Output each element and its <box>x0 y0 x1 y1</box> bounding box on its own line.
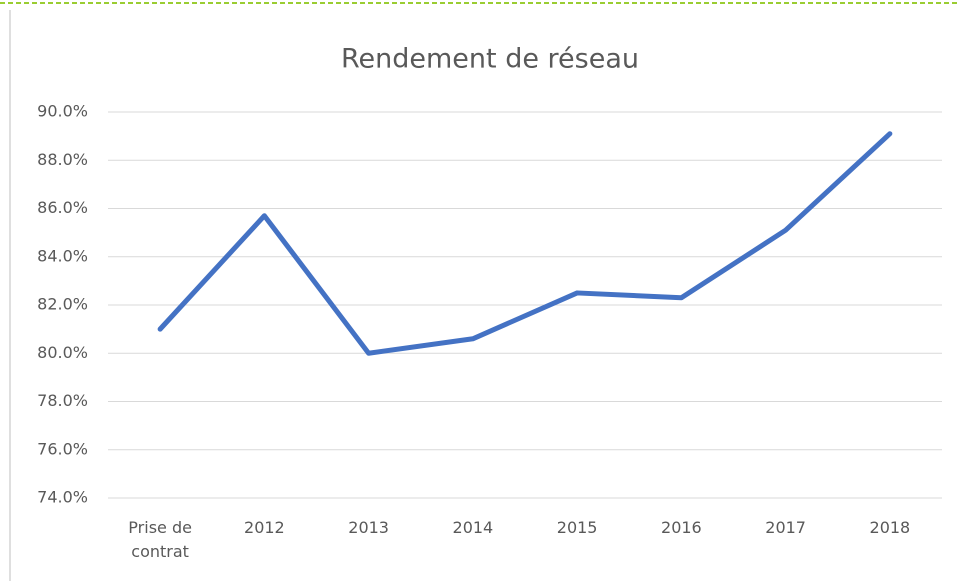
y-tick-label: 90.0% <box>37 102 88 121</box>
x-tick-label: 2012 <box>244 518 285 537</box>
y-tick-label: 76.0% <box>37 439 88 458</box>
y-tick-label: 74.0% <box>37 488 88 507</box>
y-tick-label: 86.0% <box>37 198 88 217</box>
x-tick-label: 2013 <box>348 518 389 537</box>
y-tick-label: 78.0% <box>37 391 88 410</box>
chart-title: Rendement de réseau <box>341 44 639 75</box>
x-tick-label: Prise de contrat <box>128 518 192 561</box>
y-tick-label: 82.0% <box>37 295 88 314</box>
y-tick-label: 80.0% <box>37 343 88 362</box>
x-tick-label: 2018 <box>869 518 911 537</box>
x-tick-label: 2015 <box>556 518 598 537</box>
x-tick-label: 2017 <box>765 518 806 537</box>
y-tick-label: 88.0% <box>37 150 88 169</box>
data-line <box>157 131 893 356</box>
x-tick-label: 2016 <box>661 518 702 537</box>
y-tick-label: 84.0% <box>37 246 88 265</box>
x-tick-label: 2014 <box>452 518 494 537</box>
